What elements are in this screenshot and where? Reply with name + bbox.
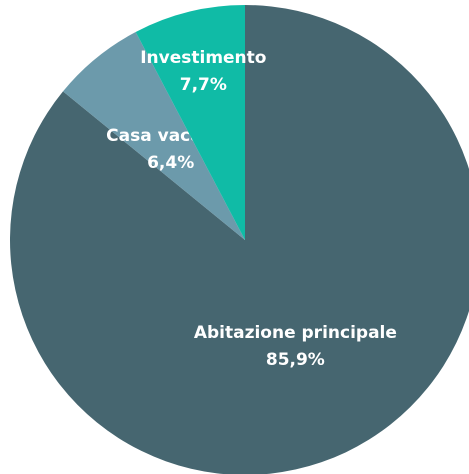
slice-value-label: 7,7% xyxy=(180,75,227,95)
slice-value-label: 85,9% xyxy=(266,350,325,370)
slice-label: Investimento xyxy=(140,48,266,68)
slice-value-label: 6,4% xyxy=(147,153,194,173)
slice-label: Abitazione principale xyxy=(194,323,397,343)
pie-slice xyxy=(135,5,245,240)
pie-slice xyxy=(10,5,469,474)
pie-slice xyxy=(62,31,246,240)
